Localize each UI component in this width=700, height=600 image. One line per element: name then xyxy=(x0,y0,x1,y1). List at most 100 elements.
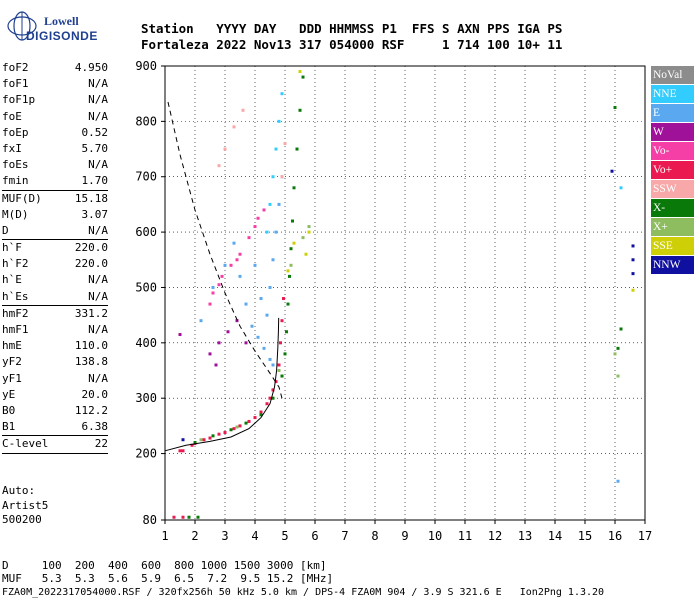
divider xyxy=(2,239,108,241)
echo-point xyxy=(217,164,221,168)
x-tick-label: 15 xyxy=(578,529,592,543)
param-value: N/A xyxy=(88,223,108,237)
param-row: h`Es N/A xyxy=(2,289,108,305)
param-name: hmE xyxy=(2,339,22,353)
echo-point xyxy=(208,352,212,356)
param-name: foE xyxy=(2,109,22,123)
echo-point xyxy=(271,258,275,262)
echo-point xyxy=(265,230,269,234)
echo-point xyxy=(285,330,288,334)
echo-point xyxy=(208,436,212,440)
x-tick-label: 2 xyxy=(191,529,198,543)
echo-point xyxy=(616,346,620,350)
param-value: N/A xyxy=(88,93,108,107)
distance-row: D 100 200 400 600 800 1000 1500 3000 [km… xyxy=(2,559,327,572)
echo-point xyxy=(190,443,194,447)
param-row: foEp 0.52 xyxy=(2,125,108,141)
echo-point xyxy=(214,363,218,367)
y-tick-label: 400 xyxy=(135,336,157,350)
param-name: h`Es xyxy=(2,289,29,303)
param-name: h`E xyxy=(2,273,22,287)
legend-item: SSE xyxy=(651,237,694,255)
echo-point xyxy=(616,374,620,378)
param-group-confidence: C-level 22 xyxy=(2,436,108,452)
echo-point xyxy=(229,428,233,432)
param-value: 3.07 xyxy=(81,207,109,221)
param-value: N/A xyxy=(88,158,108,172)
echo-point xyxy=(292,186,296,190)
param-value: 1.70 xyxy=(81,174,109,188)
param-value: N/A xyxy=(88,273,108,287)
echo-point xyxy=(301,75,305,79)
echo-point xyxy=(247,236,251,240)
echo-point xyxy=(268,396,272,400)
footer-file-info: FZA0M_2022317054000.RSF / 320fx256h 50 k… xyxy=(2,587,605,598)
param-name: yF1 xyxy=(2,371,22,385)
param-value: N/A xyxy=(88,323,108,336)
echo-point xyxy=(229,263,233,267)
echo-point xyxy=(235,258,239,262)
echo-point xyxy=(271,175,275,179)
echo-point xyxy=(286,302,290,306)
echo-point xyxy=(181,515,185,519)
echo-point xyxy=(616,479,620,483)
echo-point xyxy=(256,216,260,220)
param-value: N/A xyxy=(88,371,108,385)
echo-point xyxy=(619,186,623,190)
legend-item: SSW xyxy=(651,180,694,198)
echo-point xyxy=(235,425,239,429)
muf-row: MUF 5.3 5.3 5.6 5.9 6.5 7.2 9.5 15.2 [MH… xyxy=(2,572,334,585)
echo-point xyxy=(277,369,281,373)
echo-point xyxy=(277,202,281,206)
param-name: fxI xyxy=(2,141,22,155)
echo-point xyxy=(256,335,260,339)
echo-point xyxy=(265,313,269,317)
param-row: hmF2 331.2 xyxy=(2,306,108,322)
param-name: M(D) xyxy=(2,207,29,221)
echo-point xyxy=(259,410,263,414)
x-tick-label: 1 xyxy=(161,529,168,543)
param-row: foE N/A xyxy=(2,109,108,125)
echo-point xyxy=(244,421,248,425)
divider xyxy=(2,189,108,191)
echo-point xyxy=(241,108,245,112)
echo-point xyxy=(619,327,623,331)
divider xyxy=(2,452,108,454)
y-tick-label: 80 xyxy=(143,513,157,527)
param-name: MUF(D) xyxy=(2,191,42,205)
digisonde-logo-mark xyxy=(7,11,37,41)
legend-item: NNE xyxy=(651,85,694,103)
param-name: h`F2 xyxy=(2,257,29,271)
legend-item: Vo+ xyxy=(651,161,694,179)
param-row: foEs N/A xyxy=(2,157,108,173)
x-tick-label: 13 xyxy=(518,529,532,543)
logo-digisonde-text: DIGISONDE xyxy=(26,29,98,43)
echo-point xyxy=(288,274,291,278)
echo-point xyxy=(279,341,282,345)
echo-point xyxy=(289,263,293,267)
echo-point xyxy=(232,427,236,431)
echo-point xyxy=(307,225,311,229)
x-tick-label: 5 xyxy=(281,529,288,543)
param-value: 110.0 xyxy=(74,339,108,353)
echo-point xyxy=(271,396,275,400)
header-fields: Station YYYY DAY DDD HHMMSS P1 FFS S AXN… xyxy=(141,21,563,36)
param-row: fmin 1.70 xyxy=(2,173,108,189)
echo-point xyxy=(292,241,296,245)
x-tick-label: 3 xyxy=(221,529,228,543)
echo-point xyxy=(268,202,272,206)
y-tick-label: 600 xyxy=(135,225,157,239)
echo-point xyxy=(217,432,221,436)
param-row: B1 6.38 xyxy=(2,419,108,435)
echo-point xyxy=(259,297,263,301)
echo-point xyxy=(232,241,236,245)
param-value: 6.38 xyxy=(81,420,109,434)
echo-point xyxy=(250,324,254,328)
legend-item: NoVal xyxy=(651,66,694,84)
param-row: yF1 N/A xyxy=(2,371,108,387)
echo-point xyxy=(238,424,242,428)
echo-point xyxy=(187,515,191,519)
param-value: 4.950 xyxy=(74,61,108,74)
echo-point xyxy=(247,419,251,423)
echo-point xyxy=(223,431,227,435)
